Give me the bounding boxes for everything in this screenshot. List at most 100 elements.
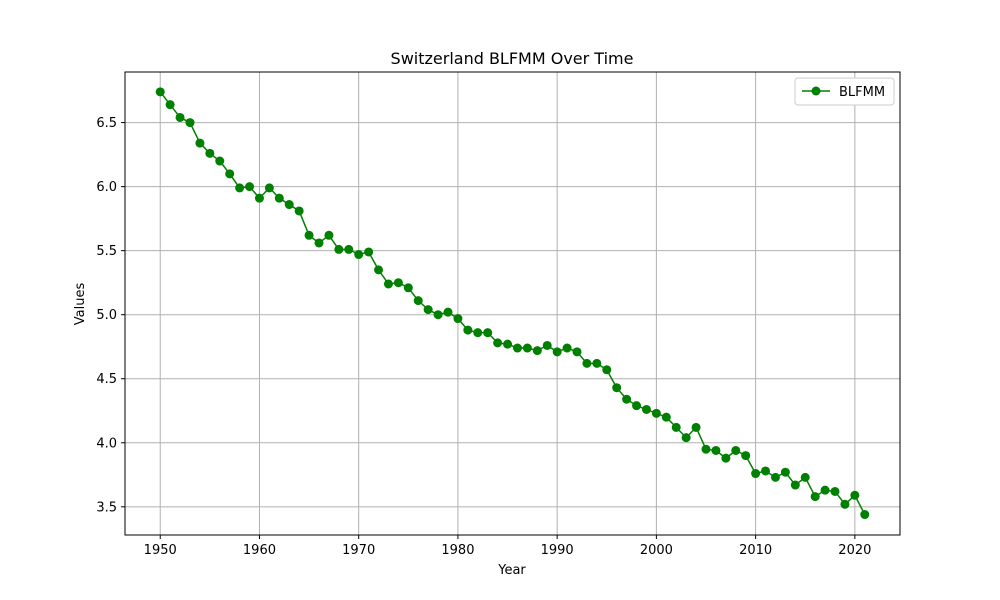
x-tick-label: 1970 (342, 543, 375, 558)
y-tick-label: 4.0 (96, 436, 117, 451)
data-point (423, 305, 433, 315)
x-tick-label: 2000 (640, 543, 673, 558)
data-point (840, 499, 850, 509)
data-point (185, 118, 195, 128)
data-point (582, 358, 592, 368)
data-point (403, 283, 413, 293)
data-point (800, 472, 810, 482)
data-point (393, 278, 403, 288)
x-tick-label: 1960 (243, 543, 276, 558)
data-point (721, 453, 731, 463)
data-point (602, 365, 612, 375)
data-point (512, 343, 522, 353)
data-point (334, 244, 344, 254)
y-tick-label: 5.5 (96, 244, 117, 259)
data-point (354, 250, 364, 260)
data-point (344, 244, 354, 254)
data-point (701, 444, 711, 454)
x-axis-label: Year (497, 563, 526, 578)
data-point (304, 230, 314, 240)
data-point (671, 422, 681, 432)
data-point (284, 200, 294, 210)
y-tick-label: 5.0 (96, 308, 117, 323)
data-point (453, 314, 463, 324)
data-point (195, 138, 205, 148)
data-point (522, 343, 532, 353)
data-point (641, 404, 651, 414)
data-point (483, 328, 493, 338)
legend-marker-swatch (811, 86, 821, 96)
data-point (264, 183, 274, 193)
data-point (552, 347, 562, 357)
data-point (314, 238, 324, 248)
data-point (592, 358, 602, 368)
data-point (860, 510, 870, 520)
data-point (741, 451, 751, 461)
data-point (443, 307, 453, 317)
data-point (324, 230, 334, 240)
data-point (751, 469, 761, 479)
data-point (810, 492, 820, 502)
data-point (622, 394, 632, 404)
legend: BLFMM (794, 77, 895, 106)
data-point (383, 279, 393, 289)
data-point (205, 148, 215, 158)
axes: 1950 1960 1970 1980 1990 2000 2010 2020 3.5 4.0 4.… (96, 116, 871, 558)
data-point (780, 467, 790, 477)
legend-label: BLFMM (839, 85, 885, 100)
data-point (175, 112, 185, 122)
data-point (254, 193, 264, 203)
data-point (463, 325, 473, 335)
y-tick-label: 3.5 (96, 500, 117, 515)
chart-title: Switzerland BLFMM Over Time (391, 49, 634, 68)
data-point (661, 412, 671, 422)
data-point (225, 169, 235, 179)
data-point (155, 87, 165, 97)
y-tick-label: 6.5 (96, 116, 117, 131)
data-point (473, 328, 483, 338)
data-point (274, 193, 284, 203)
data-point (850, 490, 860, 500)
plot-frame (124, 71, 901, 536)
data-point (632, 401, 642, 411)
data-point (165, 100, 175, 110)
data-point (542, 340, 552, 350)
data-point (572, 347, 582, 357)
grid (125, 72, 900, 535)
data-point (433, 310, 443, 320)
y-axis-label: Values (73, 283, 88, 326)
data-point (413, 296, 423, 306)
data-point (374, 265, 384, 275)
data-point (731, 445, 741, 455)
data-point (790, 480, 800, 490)
data-point (711, 445, 721, 455)
x-tick-label: 2010 (739, 543, 772, 558)
data-point (503, 339, 513, 349)
legend-box (794, 77, 895, 106)
data-point (215, 156, 225, 166)
data-point (235, 183, 245, 193)
data-point (532, 346, 542, 356)
data-point (493, 338, 503, 348)
data-point (562, 343, 572, 353)
x-tick-label: 1950 (144, 543, 177, 558)
data-point (294, 206, 304, 216)
data-point (820, 485, 830, 495)
data-point (364, 247, 374, 257)
y-tick-label: 6.0 (96, 180, 117, 195)
data-point (612, 383, 622, 393)
series-layer (155, 87, 870, 520)
data-point (681, 433, 691, 443)
data-point (691, 422, 701, 432)
data-point (651, 408, 661, 418)
x-tick-label: 2020 (838, 543, 871, 558)
x-tick-label: 1980 (441, 543, 474, 558)
data-point (245, 182, 255, 192)
x-tick-label: 1990 (541, 543, 574, 558)
data-point (830, 486, 840, 496)
data-point (770, 472, 780, 482)
data-point (761, 466, 771, 476)
y-tick-label: 4.5 (96, 372, 117, 387)
